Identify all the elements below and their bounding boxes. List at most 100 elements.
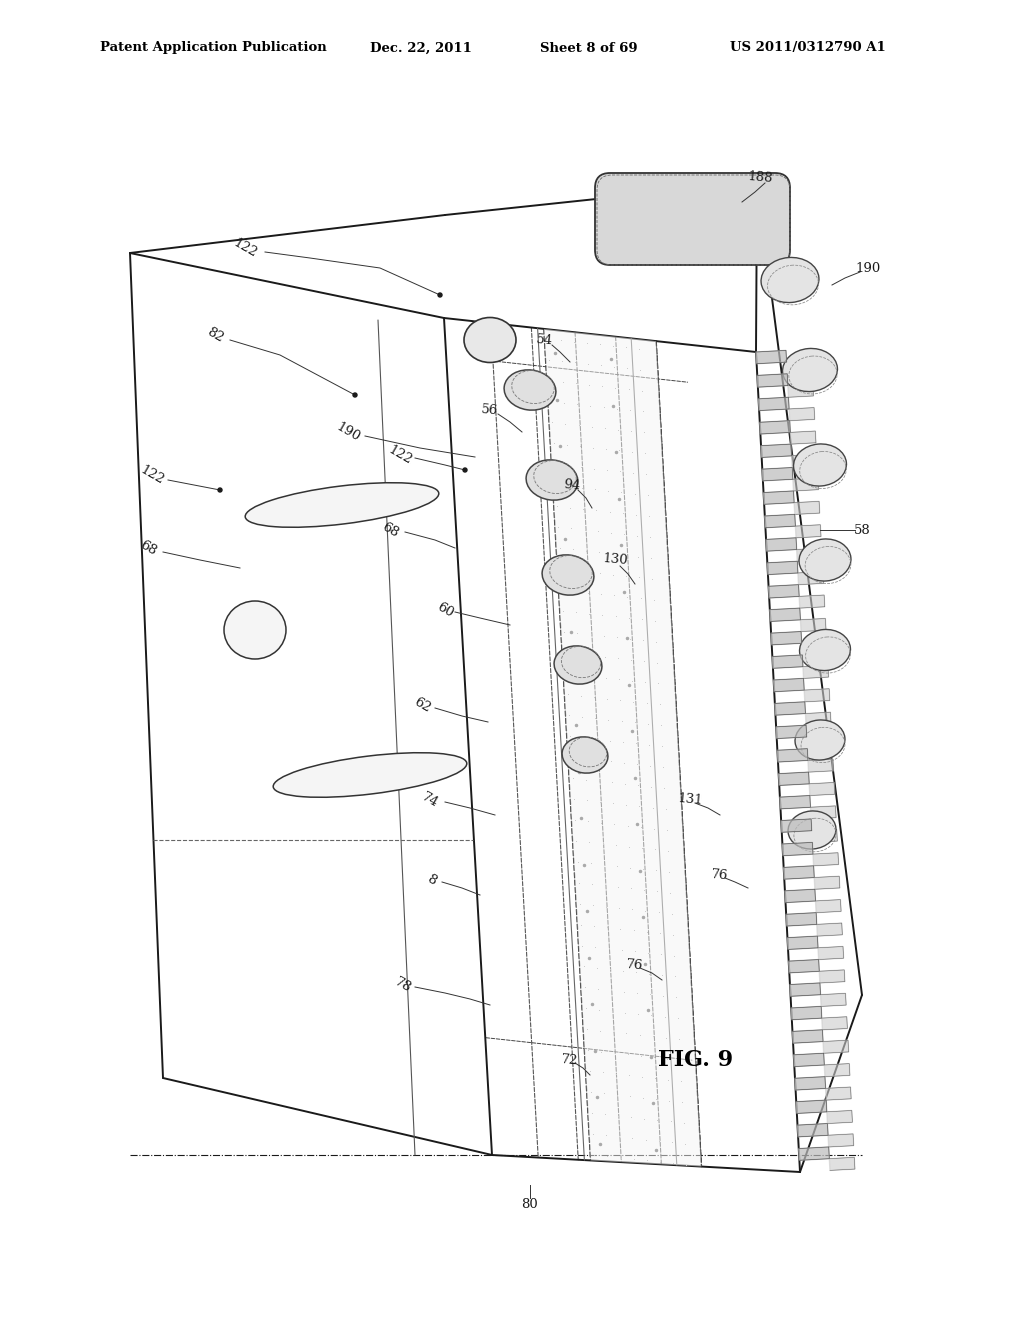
Polygon shape [803,665,828,678]
Text: 190: 190 [334,420,362,444]
Ellipse shape [504,370,556,411]
Text: 122: 122 [138,463,166,487]
Polygon shape [756,350,786,364]
Ellipse shape [562,737,608,774]
Polygon shape [804,689,829,702]
Ellipse shape [464,318,516,363]
Polygon shape [783,866,814,879]
Polygon shape [801,619,826,631]
Polygon shape [813,853,839,866]
Polygon shape [812,829,838,842]
Polygon shape [786,912,817,927]
Polygon shape [544,329,701,1167]
Polygon shape [828,1134,854,1147]
Text: 76: 76 [711,867,729,882]
Text: 54: 54 [537,333,554,347]
Ellipse shape [761,257,819,302]
Text: 62: 62 [412,696,432,715]
Polygon shape [792,454,817,467]
Ellipse shape [800,630,851,671]
Text: 58: 58 [854,524,870,536]
Polygon shape [772,655,803,668]
Circle shape [438,293,442,297]
Text: Dec. 22, 2011: Dec. 22, 2011 [370,41,472,54]
Polygon shape [820,994,846,1006]
Polygon shape [766,537,797,552]
Polygon shape [818,946,844,960]
FancyBboxPatch shape [595,173,790,265]
Text: 122: 122 [386,444,414,467]
Ellipse shape [224,601,286,659]
Polygon shape [790,983,820,997]
Ellipse shape [788,810,836,849]
Polygon shape [798,1123,828,1137]
Ellipse shape [782,348,838,392]
Polygon shape [790,408,815,421]
Polygon shape [799,1147,829,1160]
Polygon shape [806,713,831,725]
Polygon shape [764,491,795,504]
Polygon shape [773,678,804,692]
Polygon shape [793,1030,823,1043]
Polygon shape [760,421,791,434]
Polygon shape [797,1100,826,1114]
Polygon shape [807,735,833,748]
Polygon shape [786,360,812,374]
Polygon shape [819,970,845,983]
Polygon shape [787,384,813,397]
Text: 8: 8 [425,873,439,888]
Text: 74: 74 [420,791,440,810]
Polygon shape [765,515,796,528]
Ellipse shape [799,539,851,581]
Polygon shape [794,1053,824,1067]
Circle shape [218,488,222,492]
Polygon shape [787,936,818,949]
Ellipse shape [554,645,602,684]
Polygon shape [793,478,818,491]
Polygon shape [809,783,835,796]
Ellipse shape [273,752,467,797]
Polygon shape [767,561,798,574]
Text: Patent Application Publication: Patent Application Publication [100,41,327,54]
Text: 60: 60 [434,601,456,620]
Ellipse shape [526,459,578,500]
Polygon shape [814,876,840,890]
Text: 68: 68 [137,539,159,558]
Polygon shape [777,748,808,762]
Polygon shape [795,502,820,515]
Ellipse shape [542,554,594,595]
Polygon shape [799,595,824,609]
Polygon shape [778,772,809,785]
Polygon shape [775,702,806,715]
Polygon shape [776,725,807,739]
Text: 68: 68 [380,520,400,540]
Polygon shape [823,1040,849,1053]
Polygon shape [771,631,802,645]
Text: 190: 190 [855,261,881,275]
Text: 76: 76 [626,958,644,973]
Polygon shape [769,585,799,598]
Polygon shape [826,1110,852,1123]
Text: FIG. 9: FIG. 9 [658,1049,733,1071]
Polygon shape [796,525,821,537]
Text: 56: 56 [481,403,499,417]
Text: 80: 80 [521,1199,539,1212]
Polygon shape [780,796,810,809]
Ellipse shape [245,483,439,527]
Text: US 2011/0312790 A1: US 2011/0312790 A1 [730,41,886,54]
Text: 78: 78 [392,975,414,995]
Text: 94: 94 [563,478,581,492]
Text: 130: 130 [602,553,628,568]
Polygon shape [797,548,822,561]
Polygon shape [781,818,812,833]
Circle shape [353,393,357,397]
Text: 188: 188 [746,170,773,186]
Polygon shape [825,1088,851,1100]
Polygon shape [782,842,813,855]
Polygon shape [815,900,841,912]
Polygon shape [792,1006,822,1020]
Polygon shape [795,1077,825,1090]
Polygon shape [808,759,834,772]
Polygon shape [770,609,801,622]
Polygon shape [829,1158,855,1171]
